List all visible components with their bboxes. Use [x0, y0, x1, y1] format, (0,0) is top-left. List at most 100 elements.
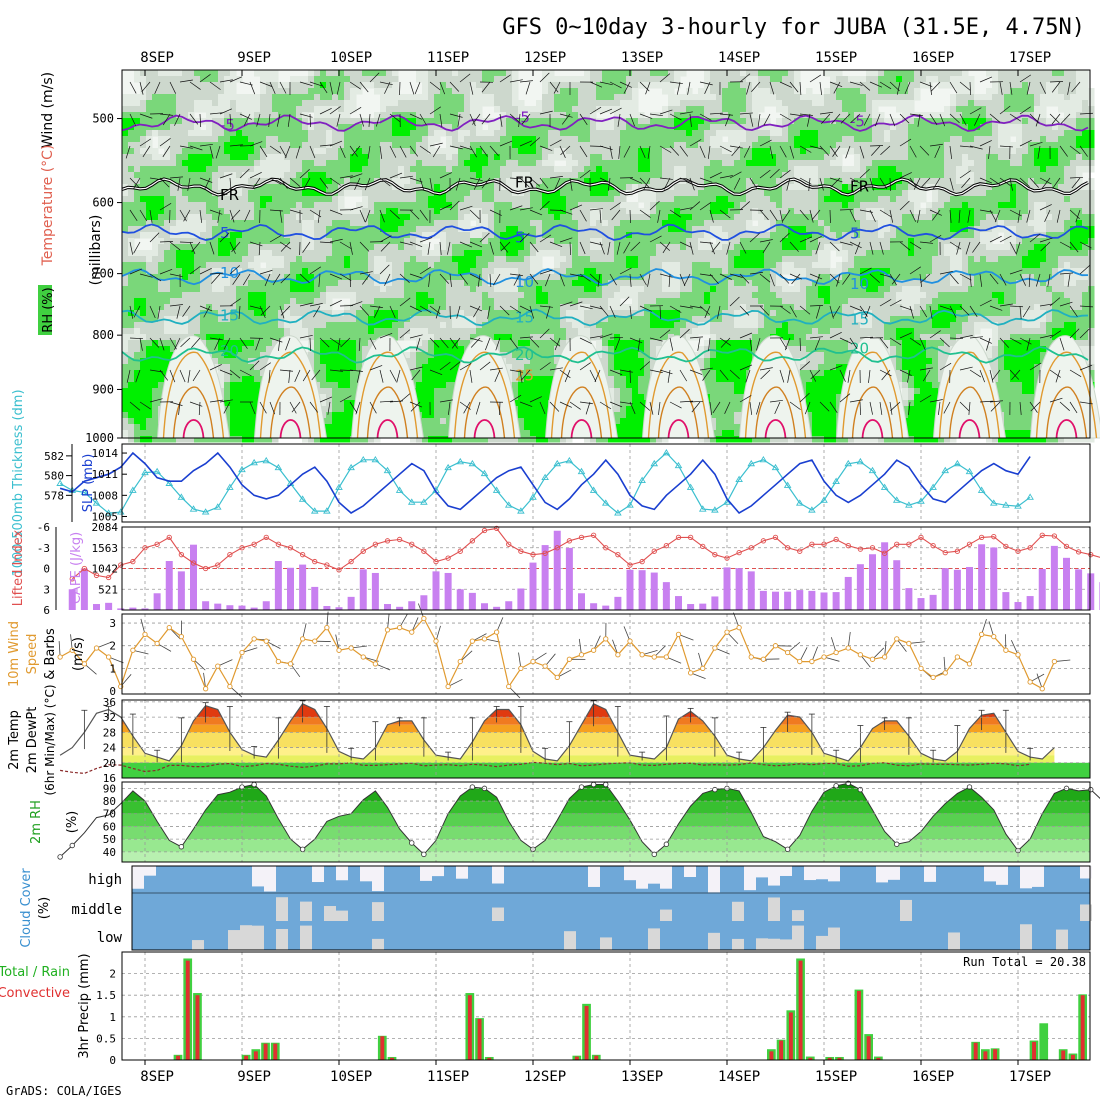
rh-shade	[314, 154, 321, 161]
rh-shade	[488, 298, 495, 305]
rh-shade	[356, 208, 363, 215]
rh-shade	[230, 250, 237, 257]
rh-shade	[260, 316, 267, 323]
rh-shade	[344, 334, 351, 341]
rh-shade	[524, 400, 531, 407]
rh-shade	[584, 154, 591, 161]
rh-shade	[476, 208, 483, 215]
rh-shade	[590, 232, 597, 239]
rh-shade	[542, 370, 549, 377]
rh-shade	[626, 268, 633, 275]
rh-shade	[182, 208, 189, 215]
rh-shade	[632, 358, 639, 365]
rh-shade	[500, 202, 507, 209]
rh-shade	[416, 202, 423, 209]
rh-shade	[392, 178, 399, 185]
rh-shade	[614, 76, 621, 83]
rh-shade	[266, 280, 273, 287]
rh-shade	[488, 328, 495, 335]
rh-shade	[170, 118, 177, 125]
rh-shade	[506, 268, 513, 275]
rh-shade	[512, 358, 519, 365]
rh-shade	[452, 256, 459, 263]
rh-shade	[542, 226, 549, 233]
rh-shade	[440, 388, 447, 395]
rh-shade	[380, 238, 387, 245]
rh-shade	[368, 310, 375, 317]
rh-shade	[482, 82, 489, 89]
rh-shade	[164, 112, 171, 119]
rh-shade	[554, 148, 561, 155]
rh-shade	[266, 94, 273, 101]
rh-shade	[332, 202, 339, 209]
rh-shade	[560, 334, 567, 341]
rh-shade	[218, 340, 225, 347]
rh-shade	[290, 118, 297, 125]
rh-shade	[380, 196, 387, 203]
rh-shade	[128, 412, 135, 419]
rh-shade	[350, 94, 357, 101]
rh-shade	[416, 208, 423, 215]
rh-shade	[554, 262, 561, 269]
rh-shade	[620, 70, 627, 77]
rh-shade	[122, 358, 129, 365]
rh-shade	[218, 136, 225, 143]
rh-shade	[122, 94, 129, 101]
rh-shade	[350, 364, 357, 371]
rh-shade	[320, 346, 327, 353]
rh-shade	[452, 154, 459, 161]
rh-shade	[350, 256, 357, 263]
rh-shade	[548, 328, 555, 335]
rh-shade	[170, 238, 177, 245]
rh-shade	[146, 298, 153, 305]
rh-shade	[158, 214, 165, 221]
rh-shade	[608, 286, 615, 293]
rh-shade	[164, 292, 171, 299]
rh-shade	[176, 160, 183, 167]
rh-shade	[428, 178, 435, 185]
rh-shade	[326, 382, 333, 389]
rh-shade	[296, 274, 303, 281]
rh-shade	[356, 172, 363, 179]
rh-shade	[314, 262, 321, 269]
rh-shade	[146, 340, 153, 347]
rh-shade	[152, 388, 159, 395]
rh-shade	[164, 70, 171, 77]
rh-shade	[470, 106, 477, 113]
rh-shade	[146, 370, 153, 377]
rh-shade	[344, 82, 351, 89]
rh-shade	[596, 82, 603, 89]
rh-shade	[608, 364, 615, 371]
rh-shade	[302, 166, 309, 173]
rh-shade	[554, 214, 561, 221]
rh-shade	[152, 262, 159, 269]
rh-shade	[530, 202, 537, 209]
rh-shade	[332, 352, 339, 359]
rh-shade	[140, 250, 147, 257]
rh-shade	[128, 418, 135, 425]
rh-shade	[392, 88, 399, 95]
rh-shade	[200, 262, 207, 269]
rh-shade	[614, 196, 621, 203]
rh-shade	[632, 382, 639, 389]
rh-shade	[308, 286, 315, 293]
rh-shade	[122, 400, 129, 407]
rh-shade	[254, 148, 261, 155]
rh-shade	[464, 250, 471, 257]
rh-shade	[494, 292, 501, 299]
rh-shade	[536, 256, 543, 263]
rh-shade	[518, 292, 525, 299]
rh-shade	[446, 196, 453, 203]
rh-shade	[596, 220, 603, 227]
rh-shade	[554, 274, 561, 281]
rh-shade	[524, 280, 531, 287]
rh-shade	[374, 160, 381, 167]
rh-shade	[632, 70, 639, 77]
rh-shade	[632, 160, 639, 167]
rh-shade	[176, 76, 183, 83]
rh-shade	[224, 274, 231, 281]
rh-shade	[410, 376, 417, 383]
rh-shade	[230, 256, 237, 263]
rh-shade	[422, 406, 429, 413]
rh-shade	[302, 310, 309, 317]
